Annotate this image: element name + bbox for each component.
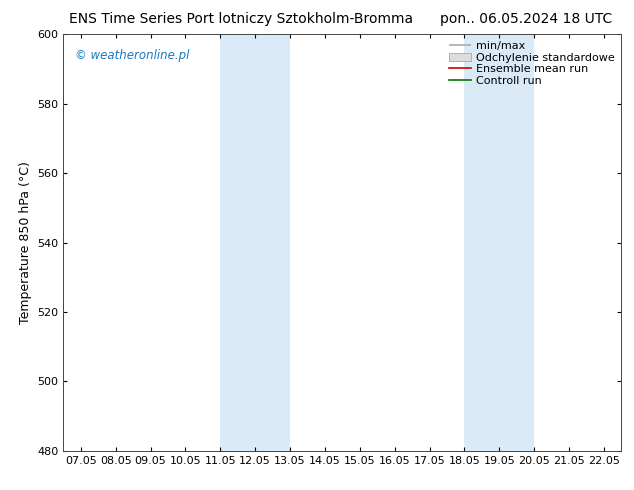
- Text: pon.. 06.05.2024 18 UTC: pon.. 06.05.2024 18 UTC: [440, 12, 612, 26]
- Text: © weatheronline.pl: © weatheronline.pl: [75, 49, 189, 62]
- Bar: [221, 34, 290, 451]
- Text: ENS Time Series Port lotniczy Sztokholm-Bromma: ENS Time Series Port lotniczy Sztokholm-…: [69, 12, 413, 26]
- Legend: min/max, Odchylenie standardowe, Ensemble mean run, Controll run: min/max, Odchylenie standardowe, Ensembl…: [445, 37, 619, 91]
- Bar: [464, 34, 534, 451]
- Y-axis label: Temperature 850 hPa (°C): Temperature 850 hPa (°C): [19, 161, 32, 324]
